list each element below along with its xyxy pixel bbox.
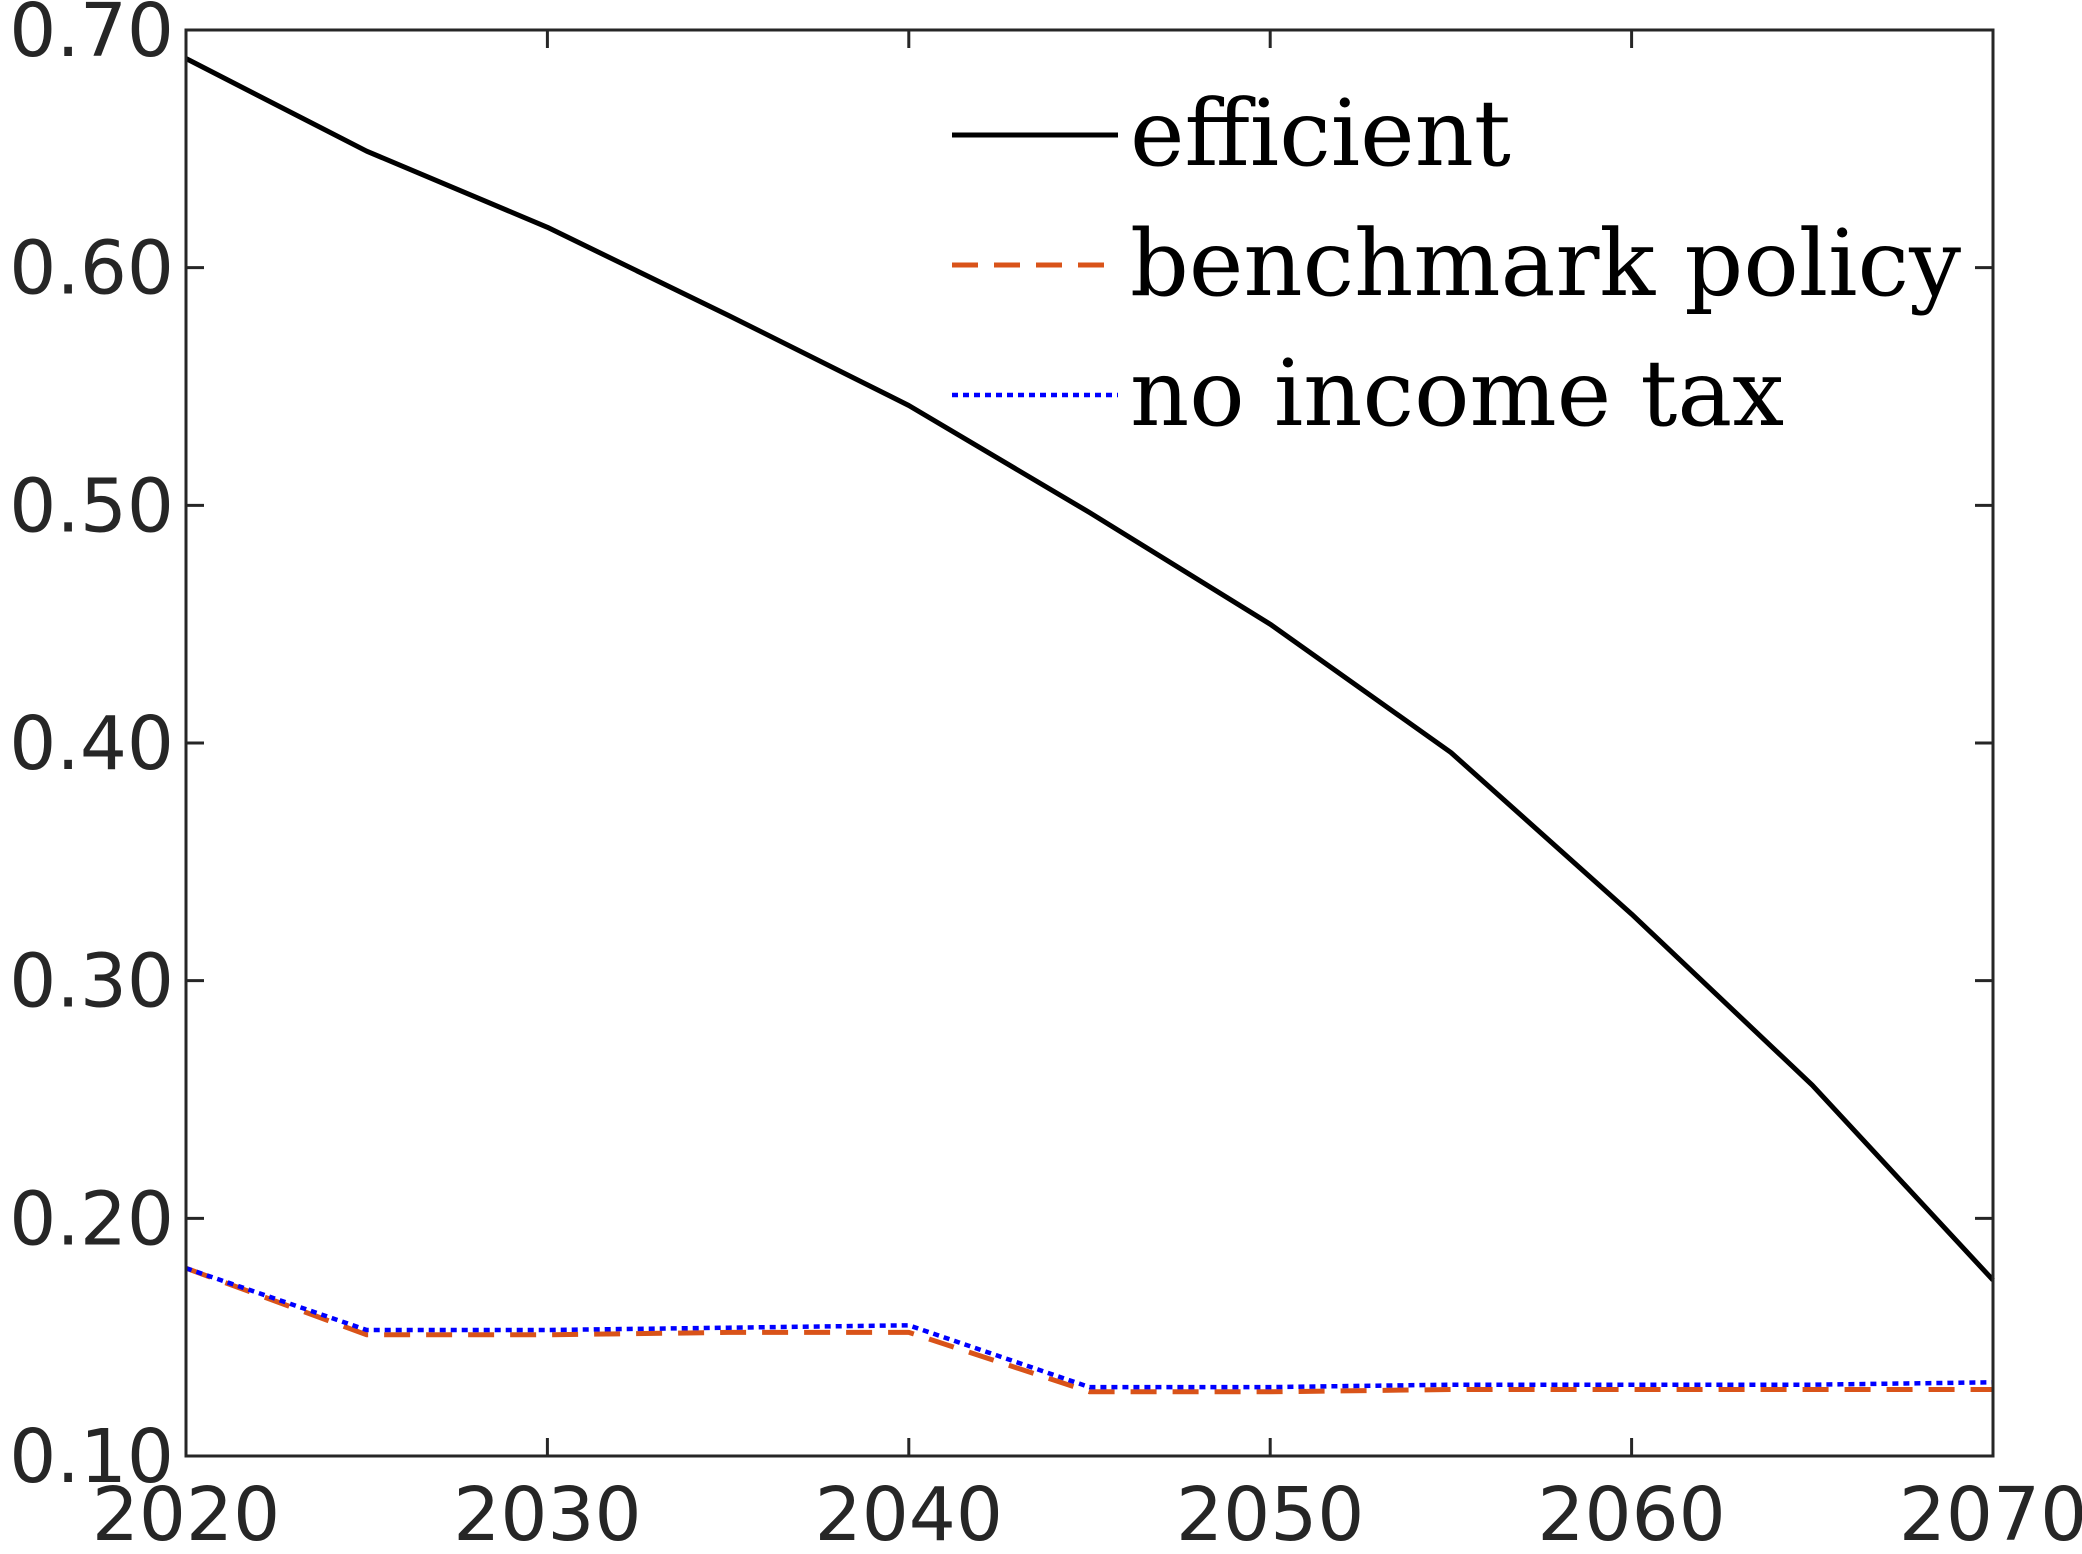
y-tick-label: 0.60 bbox=[9, 226, 174, 312]
x-tick-label: 2070 bbox=[1899, 1472, 2082, 1554]
series-line-1 bbox=[184, 56, 1995, 1282]
series-line-3 bbox=[185, 1266, 1994, 1390]
y-tick-label: 0.40 bbox=[9, 701, 174, 787]
y-tick-label: 0.10 bbox=[9, 1414, 174, 1500]
y-axis-tick-labels: 0.10 0.20 0.30 0.40 0.50 0.60 0.70 bbox=[9, 0, 174, 1500]
y-tick-label: 0.20 bbox=[9, 1176, 174, 1262]
x-tick-label: 2040 bbox=[815, 1472, 1003, 1554]
x-tick-label: 2030 bbox=[453, 1472, 641, 1554]
legend-label-3: no income tax bbox=[1130, 340, 1784, 447]
legend-label-2: benchmark policy bbox=[1130, 210, 1961, 317]
series-lines bbox=[184, 56, 1995, 1395]
y-tick-label: 0.50 bbox=[9, 463, 174, 549]
legend-label-1: efficient bbox=[1130, 80, 1511, 187]
x-tick-label: 2050 bbox=[1176, 1472, 1364, 1554]
x-tick-label: 2060 bbox=[1537, 1472, 1725, 1554]
x-tick-label: 2020 bbox=[92, 1472, 280, 1554]
y-tick-label: 0.70 bbox=[9, 0, 174, 74]
y-tick-label: 0.30 bbox=[9, 939, 174, 1025]
plot-frame bbox=[184, 28, 1995, 1458]
legend: efficient benchmark policy no income tax bbox=[952, 80, 1961, 447]
x-axis-tick-labels: 2020 2030 2040 2050 2060 2070 bbox=[92, 1472, 2082, 1554]
series-line-2 bbox=[185, 1265, 1993, 1395]
